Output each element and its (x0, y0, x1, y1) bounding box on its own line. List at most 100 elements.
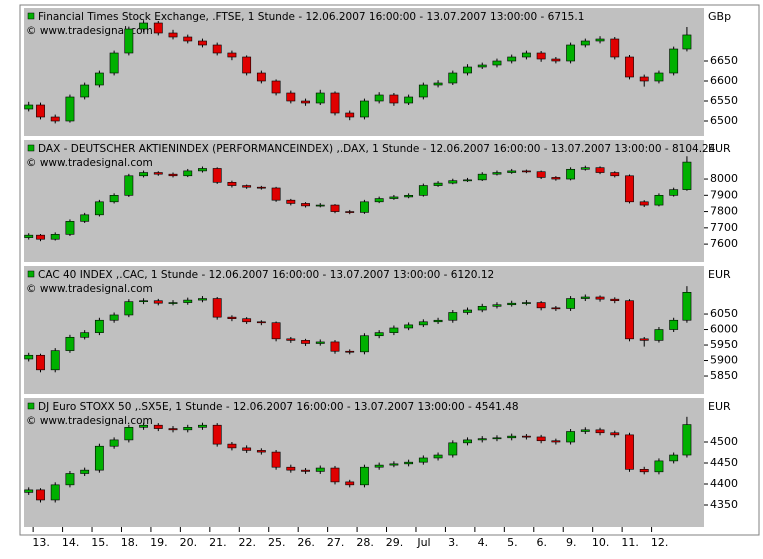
x-tick-label: 22. (239, 536, 257, 549)
candle-body (109, 52, 119, 74)
candle-body (477, 64, 487, 68)
candle-body (80, 469, 90, 474)
candle-body (80, 214, 90, 222)
y-tick-label: 4400 (710, 477, 738, 490)
candle-body (477, 173, 487, 181)
candle-body (595, 296, 605, 300)
candle-body (551, 440, 561, 443)
candle-body (389, 94, 399, 104)
candle-body (521, 52, 531, 58)
candle-body (595, 38, 605, 42)
candle-body (139, 172, 148, 177)
candle-body (682, 292, 692, 321)
candle-body (551, 177, 561, 180)
candle-body (94, 72, 104, 86)
candle-body (198, 40, 207, 46)
candle-body (50, 116, 60, 122)
candle-body (463, 439, 472, 444)
candle-body (521, 170, 531, 173)
candle-body (24, 234, 34, 238)
x-tick-label: 18. (121, 536, 139, 549)
x-tick-label: Jul (416, 536, 430, 549)
candle-body (227, 443, 237, 449)
candle-body (580, 40, 590, 46)
candle-body (345, 350, 355, 353)
candle-body (36, 234, 45, 240)
candle-body (124, 175, 134, 196)
x-tick-label: 25. (268, 536, 286, 549)
candle-body (94, 201, 104, 216)
candle-body (639, 76, 649, 82)
candle-body (654, 329, 664, 341)
y-tick-label: 6000 (710, 323, 738, 336)
candle-body (360, 466, 369, 486)
candle-body (24, 354, 34, 360)
candle-body (24, 489, 34, 493)
candle-body (330, 92, 340, 114)
candle-body (389, 196, 399, 199)
candle-body (360, 335, 369, 353)
candle-body (433, 182, 443, 186)
candle-body (625, 175, 634, 203)
candle-body (256, 321, 266, 324)
x-tick-label: 15. (91, 536, 109, 549)
x-tick-label: 28. (356, 536, 374, 549)
candle-body (595, 167, 605, 173)
candle-body (669, 454, 679, 462)
candle-body (301, 100, 310, 104)
x-tick-label: 20. (180, 536, 198, 549)
candle-body (669, 48, 679, 74)
candle-body (124, 301, 134, 316)
title-icon (27, 270, 35, 278)
candle-body (124, 28, 134, 54)
candle-body (404, 96, 414, 104)
candle-body (286, 92, 296, 102)
candle-body (315, 204, 325, 207)
candle-body (507, 302, 517, 306)
candle-body (153, 172, 163, 175)
candle-body (36, 104, 45, 118)
candle-body (625, 300, 634, 340)
candle-body (242, 185, 252, 188)
chart-title: CAC 40 INDEX ,.CAC, 1 Stunde - 12.06.200… (38, 269, 494, 281)
candle-body (153, 22, 163, 34)
candle-body (109, 314, 119, 321)
y-tick-label: 7800 (710, 205, 738, 218)
candle-body (256, 72, 266, 82)
candle-body (168, 302, 178, 304)
candle-body (315, 92, 325, 104)
candle-body (286, 338, 296, 341)
candle-body (654, 195, 664, 206)
y-tick-label: 4450 (710, 456, 738, 469)
y-tick-label: 6050 (710, 307, 738, 320)
candle-body (463, 309, 472, 313)
candle-body (682, 34, 692, 50)
candle-body (492, 437, 502, 440)
candle-body (80, 332, 90, 338)
candle-body (286, 199, 296, 204)
candle-body (65, 473, 75, 486)
candle-body (389, 463, 399, 466)
candle-body (536, 52, 546, 60)
candle-body (374, 198, 384, 203)
candle-body (463, 66, 472, 74)
candle-body (433, 319, 443, 323)
candle-body (463, 179, 472, 182)
title-icon (27, 402, 35, 410)
y-tick-label: 7700 (710, 221, 738, 234)
candle-body (286, 466, 296, 471)
candle-body (65, 336, 75, 351)
y-tick-label: 8000 (710, 172, 738, 185)
candle-body (682, 161, 692, 190)
candle-body (418, 457, 428, 463)
candle-body (418, 185, 428, 196)
candle-body (536, 302, 546, 309)
x-tick-label: 10. (592, 536, 610, 549)
candle-body (404, 461, 414, 465)
y-tick-label: 7600 (710, 237, 738, 250)
candle-body (669, 189, 679, 196)
x-tick-label: 13. (32, 536, 50, 549)
candle-body (448, 180, 458, 184)
candle-body (212, 424, 222, 445)
candle-body (227, 316, 237, 319)
